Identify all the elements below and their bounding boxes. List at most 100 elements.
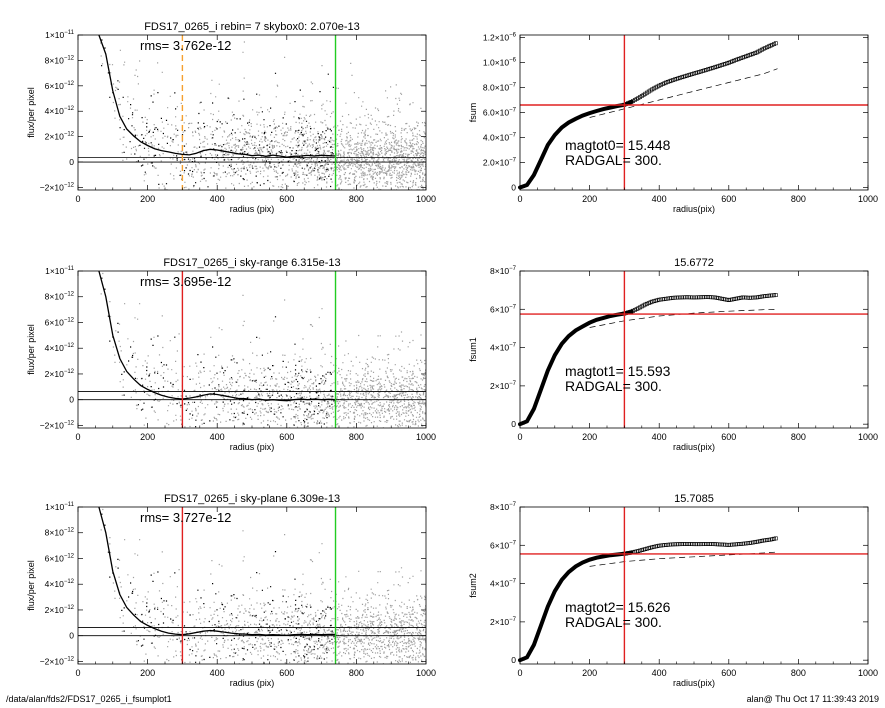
y-tick-label: 1×10−11: [45, 502, 75, 512]
growth-curve-markers: [622, 536, 778, 556]
y-tick-label: 1×10−11: [45, 30, 75, 40]
scatter-gray: [100, 41, 426, 190]
y-tick-label: −2×10−12: [40, 656, 75, 666]
rms-annotation: rms= 3.762e-12: [140, 38, 231, 53]
magtot-annotation: magtot2= 15.626: [565, 599, 671, 615]
growth-curve: [518, 309, 634, 427]
y-tick-label: 0: [69, 395, 74, 405]
plot-frame: [519, 270, 869, 429]
y-tick-label: 6×10−7: [490, 304, 517, 314]
flux-panel-1: 0 200 400 600 800 1000−2×10−1202×10−124×10−12…: [26, 21, 436, 214]
x-tick-label: 400: [210, 194, 225, 204]
y-tick-label: 6×10−12: [45, 317, 75, 327]
y-tick-label: 4×10−12: [45, 579, 75, 589]
flux-panel-2: 0 200 400 600 800 1000−2×10−1202×10−124×10−12…: [26, 257, 436, 452]
x-axis-label: radius (pix): [230, 442, 275, 452]
x-tick-label: 800: [791, 668, 806, 678]
x-tick-label: 200: [140, 194, 155, 204]
x-tick-label: 600: [721, 194, 736, 204]
file-path-label: /data/alan/fds2/FDS17_0265_i_fsumplot1: [6, 694, 172, 704]
x-tick-label: 1000: [858, 668, 878, 678]
y-tick-label: 0: [511, 183, 516, 193]
x-tick-label: 0: [75, 668, 80, 678]
x-axis-label: radius (pix): [230, 678, 275, 688]
growth-curve-markers: [622, 41, 778, 107]
x-tick-label: 1000: [858, 194, 878, 204]
x-tick-label: 800: [791, 194, 806, 204]
scatter-points: [100, 39, 426, 190]
magtot-annotation: magtot0= 15.448: [565, 137, 671, 153]
y-tick-label: 2×10−7: [490, 617, 517, 627]
y-tick-label: 4×10−7: [490, 579, 517, 589]
radgal-annotation: RADGAL= 300.: [565, 378, 662, 394]
x-tick-label: 1000: [416, 668, 436, 678]
reference-dashed-curve: [589, 308, 778, 328]
radial-profile-line: [98, 35, 336, 158]
x-tick-label: 600: [279, 194, 294, 204]
fsum-panel-1: 0 200 400 600 800 1000 0 2×10−7 4×10−7 6×10−7 8×10…: [468, 257, 878, 452]
y-axis-label: flux/per pixel: [26, 87, 36, 138]
y-tick-label: 8×10−7: [490, 266, 517, 276]
x-tick-label: 200: [140, 432, 155, 442]
curve-marker: [773, 536, 778, 541]
x-tick-label: 800: [349, 432, 364, 442]
x-tick-label: 800: [349, 194, 364, 204]
y-tick-label: 8×10−12: [45, 528, 75, 538]
curve-marker: [773, 293, 778, 297]
y-tick-label: 0: [511, 655, 516, 665]
x-tick-label: 400: [210, 668, 225, 678]
x-tick-label: 200: [140, 668, 155, 678]
y-tick-label: 1.0×10−6: [483, 58, 517, 68]
fsum-panel-0: 0 200 400 600 800 1000 0 2.0×10−7 4.0×10−7 6.0×10…: [468, 33, 878, 215]
y-tick-label: −2×10−12: [40, 182, 75, 192]
y-axis-label: fsum: [468, 103, 478, 123]
x-tick-label: 200: [582, 432, 597, 442]
y-tick-label: 4×10−12: [45, 343, 75, 353]
y-tick-label: 0: [69, 631, 74, 641]
y-tick-label: 8.0×10−7: [483, 83, 517, 93]
scatter-points: [100, 508, 426, 664]
growth-curve: [518, 99, 634, 190]
x-tick-label: 800: [349, 668, 364, 678]
x-tick-label: 600: [279, 668, 294, 678]
radial-profile-line: [98, 507, 336, 636]
magtot-annotation: magtot1= 15.593: [565, 363, 671, 379]
y-tick-label: 4×10−12: [45, 106, 75, 116]
x-tick-label: 0: [517, 194, 522, 204]
scatter-gray: [100, 508, 426, 664]
x-tick-label: 400: [652, 668, 667, 678]
x-axis-label: radius (pix): [230, 204, 275, 214]
y-tick-label: 6×10−12: [45, 553, 75, 563]
y-tick-label: 4.0×10−7: [483, 133, 517, 143]
x-tick-label: 400: [210, 432, 225, 442]
x-tick-label: 600: [721, 432, 736, 442]
plot-frame: [77, 506, 427, 665]
y-tick-label: 0: [511, 419, 516, 429]
y-tick-label: 2×10−7: [490, 381, 517, 391]
panel-title: 15.7085: [674, 493, 714, 505]
fsum-panel-2: 0 200 400 600 800 1000 0 2×10−7 4×10−7 6×10−7 8×10…: [468, 493, 878, 688]
plot-frame: [77, 270, 427, 429]
y-tick-label: −2×10−12: [40, 420, 75, 430]
panel-title: FDS17_0265_i sky-plane 6.309e-13: [164, 493, 340, 505]
y-tick-label: 2×10−12: [45, 132, 75, 142]
x-tick-label: 0: [75, 432, 80, 442]
y-axis-label: flux/per pixel: [26, 324, 36, 375]
x-tick-label: 1000: [416, 194, 436, 204]
plot-frame: [519, 506, 869, 665]
y-axis-label: flux/per pixel: [26, 560, 36, 611]
rms-annotation: rms= 3.695e-12: [140, 274, 231, 289]
x-tick-label: 1000: [858, 432, 878, 442]
x-axis-label: radius(pix): [673, 442, 715, 452]
y-tick-label: 6×10−12: [45, 81, 75, 91]
y-tick-label: 4×10−7: [490, 343, 517, 353]
x-tick-label: 200: [582, 194, 597, 204]
y-tick-label: 6×10−7: [490, 540, 517, 550]
y-tick-label: 0: [69, 157, 74, 167]
y-tick-label: 1.2×10−6: [483, 33, 517, 43]
rms-annotation: rms= 3.727e-12: [140, 510, 231, 525]
y-tick-label: 1×10−11: [45, 266, 75, 276]
scatter-points: [100, 272, 426, 428]
x-axis-label: radius(pix): [673, 678, 715, 688]
